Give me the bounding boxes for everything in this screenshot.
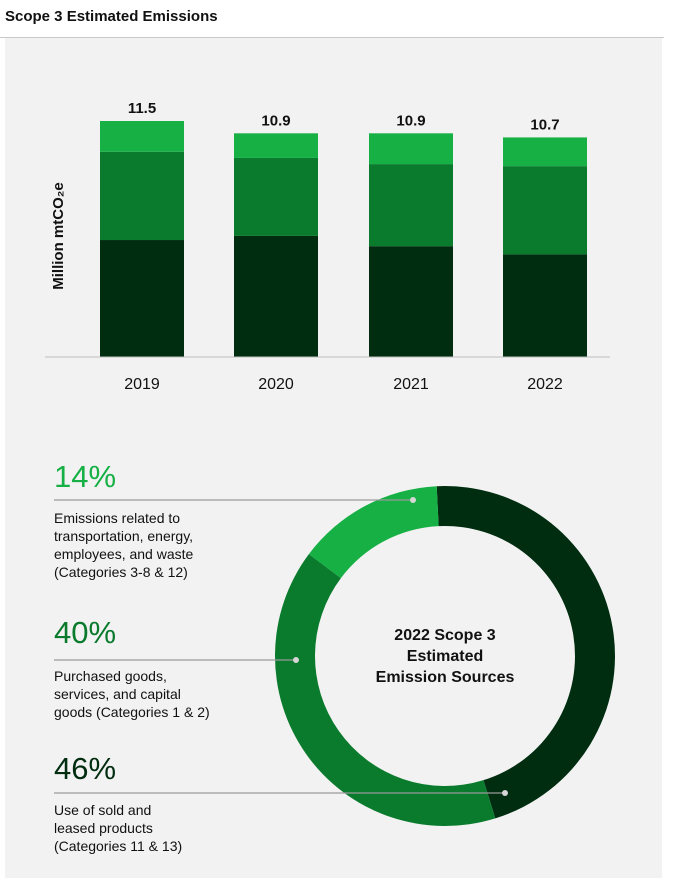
x-tick-label: 2022: [527, 376, 563, 393]
bar-segment-2020-3: [234, 133, 318, 158]
legend-desc-line: Use of sold and: [54, 802, 152, 818]
title-divider: [0, 37, 664, 38]
legend-desc-line: (Categories 11 & 13): [54, 838, 183, 854]
bar-segment-2022-1: [503, 254, 587, 357]
bar-total-labels: 11.5 10.9 10.9 10.7: [128, 100, 560, 133]
bar-segment-2021-2: [369, 164, 453, 247]
bar-segment-2022-2: [503, 166, 587, 255]
bar-group: [100, 121, 587, 357]
bar-total-label: 11.5: [128, 100, 156, 117]
legend-slice-purchased-goods: 40% Purchased goods, services, and capit…: [54, 616, 284, 721]
stacked-bar-chart: Million mtCO₂e 11.5 10.9 10.9 10.7 2019 2020…: [45, 100, 610, 393]
legend-desc-line: Purchased goods,: [54, 668, 167, 684]
donut-slice-40: [275, 554, 496, 827]
donut-center-label-line2: Estimated: [407, 648, 483, 665]
legend-desc-line: employees, and waste: [54, 546, 194, 562]
legend-desc-line: transportation, energy,: [54, 528, 194, 544]
bar-total-label: 10.7: [530, 116, 559, 133]
donut-center-label-line3: Emission Sources: [376, 669, 515, 686]
bar-segment-2021-1: [369, 246, 453, 357]
bar-segment-2021-3: [369, 133, 453, 165]
legend-desc-line: services, and capital: [54, 686, 181, 702]
legend-percent: 14%: [54, 459, 117, 494]
leader-dot: [410, 497, 416, 503]
legend-desc-line: (Categories 3-8 & 12): [54, 564, 188, 580]
leader-lines: [54, 497, 508, 796]
leader-dot: [293, 657, 299, 663]
bar-segment-2019-3: [100, 121, 184, 152]
x-tick-label: 2019: [124, 376, 160, 393]
legend-percent: 46%: [54, 751, 117, 786]
bar-segment-2020-1: [234, 235, 318, 357]
x-tick-label: 2020: [258, 376, 294, 393]
legend-slice-sold-products: 46% Use of sold and leased products (Cat…: [54, 752, 284, 855]
donut-slices: [275, 485, 616, 827]
bar-total-label: 10.9: [261, 112, 290, 129]
x-axis-ticks: 2019 2020 2021 2022: [124, 376, 563, 393]
legend-desc-line: Emissions related to: [54, 510, 181, 526]
bar-segment-2022-3: [503, 137, 587, 167]
legend-desc-line: leased products: [54, 820, 153, 836]
bar-total-label: 10.9: [396, 112, 425, 129]
y-axis-label: Million mtCO₂e: [50, 182, 67, 290]
legend-slice-transport: 14% Emissions related to transportation,…: [54, 460, 284, 581]
legend-desc-line: goods (Categories 1 & 2): [54, 704, 210, 720]
donut-slice-14: [308, 486, 439, 579]
leader-dot: [502, 790, 508, 796]
page-title: Scope 3 Estimated Emissions: [5, 8, 218, 25]
donut-slice-46: [436, 485, 616, 819]
x-tick-label: 2021: [393, 376, 429, 393]
bar-segment-2019-2: [100, 151, 184, 241]
legend-percent: 40%: [54, 615, 117, 650]
bar-segment-2019-1: [100, 240, 184, 357]
bar-segment-2020-2: [234, 157, 318, 236]
donut-center-label-line1: 2022 Scope 3: [394, 627, 496, 644]
